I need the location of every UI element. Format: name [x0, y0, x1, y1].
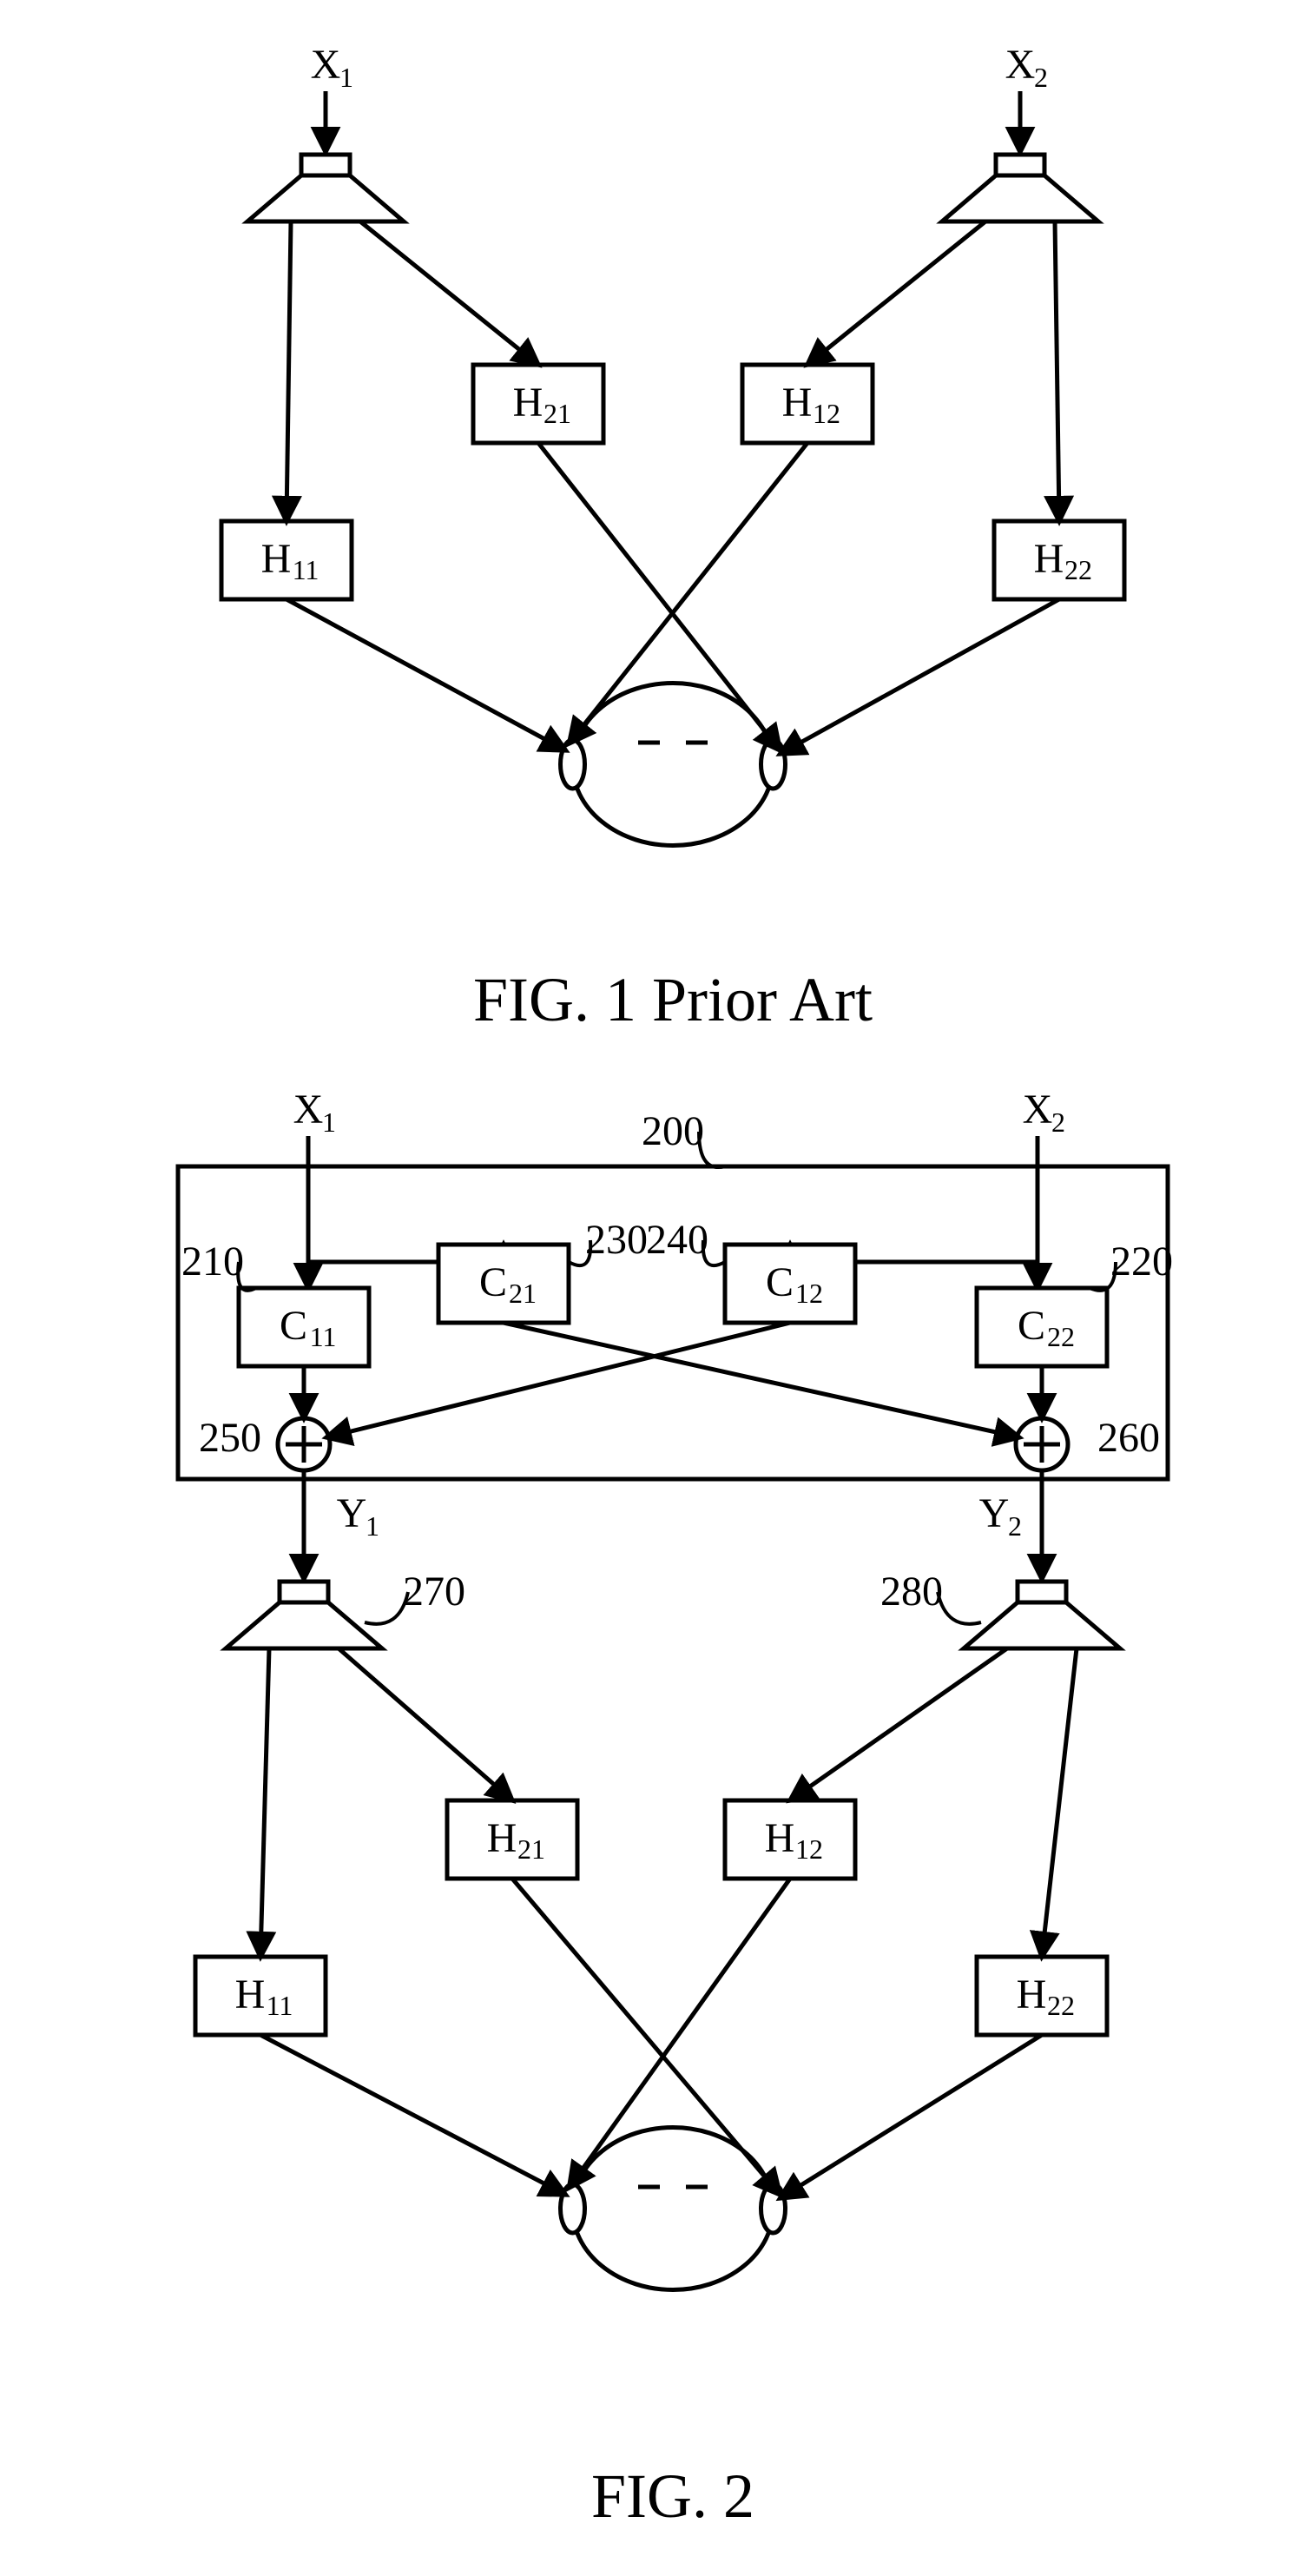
fig1-box-h21: H21: [473, 365, 603, 443]
svg-text:X: X: [311, 42, 341, 88]
fig2-box-c22: C22: [977, 1288, 1107, 1366]
fig2-summer-left: [278, 1418, 330, 1470]
fig1-x1-label: X1: [311, 42, 353, 93]
fig2-ref-250: 250: [199, 1415, 261, 1461]
fig2-caption-text: FIG. 2: [591, 2461, 754, 2531]
svg-text:12: 12: [795, 1278, 823, 1309]
fig1-caption-text: FIG. 1 Prior Art: [473, 965, 873, 1034]
svg-text:H: H: [513, 380, 544, 426]
svg-text:21: 21: [544, 398, 571, 429]
fig2-ref-230: 230: [569, 1217, 648, 1265]
fig1-box-h12: H12: [742, 365, 873, 443]
svg-text:H: H: [1017, 1972, 1047, 2018]
svg-text:11: 11: [267, 1990, 293, 2021]
fig1-speaker-right-icon: [942, 155, 1098, 221]
svg-text:2: 2: [1034, 62, 1048, 93]
fig1-speaker-left-icon: [247, 155, 404, 221]
svg-text:H: H: [261, 536, 292, 582]
svg-text:250: 250: [199, 1415, 261, 1461]
svg-text:Y: Y: [337, 1490, 367, 1536]
fig2-box-c12: C12: [725, 1245, 855, 1323]
svg-text:280: 280: [880, 1569, 943, 1615]
svg-text:C: C: [766, 1259, 794, 1305]
fig2-box-h11: H11: [195, 1957, 326, 2035]
svg-text:21: 21: [509, 1278, 537, 1309]
fig2-ref-280: 280: [880, 1569, 981, 1624]
svg-text:11: 11: [293, 554, 320, 585]
fig1-x2-label: X2: [1005, 42, 1048, 93]
page: X1X2H21H12H11H22 FIG. 1 Prior Art X1X220…: [17, 17, 1311, 2533]
svg-text:12: 12: [795, 1833, 823, 1865]
svg-text:200: 200: [642, 1108, 704, 1154]
svg-text:H: H: [765, 1815, 795, 1861]
svg-text:2: 2: [1051, 1106, 1065, 1138]
fig2-ref-210: 210: [181, 1238, 256, 1291]
fig1-caption: FIG. 1 Prior Art: [17, 964, 1311, 1036]
fig2-box-c11: C11: [239, 1288, 369, 1366]
svg-text:22: 22: [1047, 1990, 1075, 2021]
fig2-box-h21: H21: [447, 1800, 577, 1879]
fig2-diagram: X1X2200C11C22C21C12210220230240250260Y1Y…: [65, 1062, 1281, 2452]
svg-text:X: X: [1023, 1087, 1053, 1133]
fig2-summer-right: [1016, 1418, 1068, 1470]
svg-text:11: 11: [310, 1321, 337, 1352]
svg-text:C: C: [280, 1303, 307, 1349]
fig2-ref-200: 200: [642, 1108, 725, 1167]
fig2-box-h22: H22: [977, 1957, 1107, 2035]
svg-text:220: 220: [1110, 1238, 1173, 1285]
fig2-y1-label: Y1: [337, 1490, 379, 1542]
fig2-ref-260: 260: [1097, 1415, 1160, 1461]
svg-text:21: 21: [517, 1833, 545, 1865]
svg-text:Y: Y: [979, 1490, 1010, 1536]
fig2-speaker-left-icon: [226, 1582, 382, 1648]
svg-text:H: H: [1034, 536, 1064, 582]
svg-text:X: X: [1005, 42, 1036, 88]
svg-text:210: 210: [181, 1238, 244, 1285]
fig1-box-h22: H22: [994, 521, 1124, 599]
svg-text:X: X: [293, 1087, 324, 1133]
svg-text:H: H: [235, 1972, 266, 2018]
svg-text:1: 1: [366, 1510, 379, 1542]
svg-text:12: 12: [813, 398, 840, 429]
fig2-x1-label: X1: [293, 1087, 336, 1138]
fig1-box-h11: H11: [221, 521, 352, 599]
svg-text:22: 22: [1064, 554, 1092, 585]
svg-text:240: 240: [646, 1217, 708, 1263]
svg-text:H: H: [487, 1815, 517, 1861]
fig2-ref-220: 220: [1090, 1238, 1173, 1291]
svg-text:1: 1: [322, 1106, 336, 1138]
svg-text:H: H: [782, 380, 813, 426]
svg-text:270: 270: [403, 1569, 465, 1615]
svg-text:230: 230: [585, 1217, 648, 1263]
fig2-x2-label: X2: [1023, 1087, 1065, 1138]
svg-text:C: C: [479, 1259, 507, 1305]
fig1-head-icon: [561, 684, 786, 846]
svg-text:260: 260: [1097, 1415, 1160, 1461]
fig2-caption: FIG. 2: [17, 2460, 1311, 2533]
fig2-speaker-right-icon: [964, 1582, 1120, 1648]
svg-text:2: 2: [1008, 1510, 1022, 1542]
fig2-ref-270: 270: [365, 1569, 465, 1624]
fig2-y2-label: Y2: [979, 1490, 1022, 1542]
fig2-box-h12: H12: [725, 1800, 855, 1879]
svg-text:1: 1: [339, 62, 353, 93]
fig2-ref-240: 240: [646, 1217, 725, 1265]
svg-text:22: 22: [1047, 1321, 1075, 1352]
svg-text:C: C: [1018, 1303, 1045, 1349]
fig2-box-c21: C21: [438, 1245, 569, 1323]
fig1-diagram: X1X2H21H12H11H22: [65, 17, 1281, 955]
